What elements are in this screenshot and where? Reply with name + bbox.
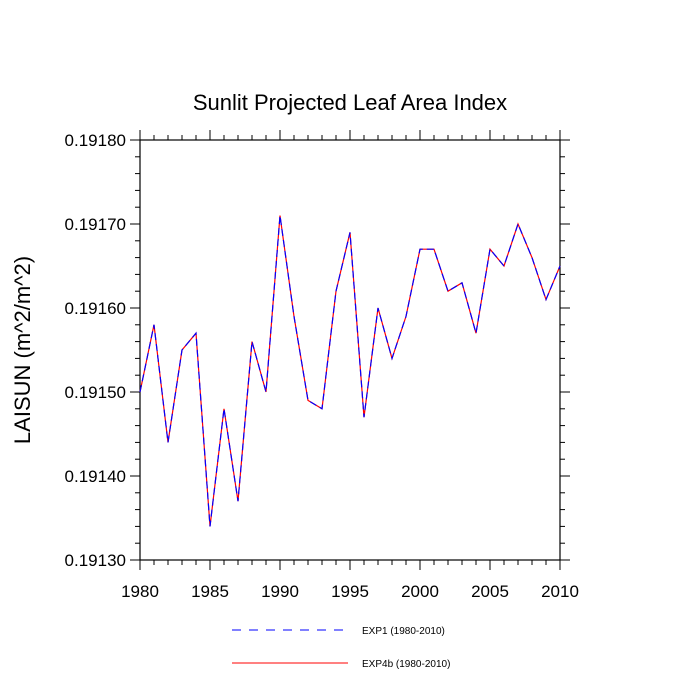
x-tick-label: 1985 <box>191 582 229 601</box>
series-line-1 <box>139 215 561 527</box>
legend: EXP1 (1980-2010) EXP4b (1980-2010) <box>232 626 450 670</box>
plot-frame <box>139 139 561 561</box>
x-tick-label: 1995 <box>331 582 369 601</box>
x-tick-label: 1990 <box>261 582 299 601</box>
x-tick-label: 2005 <box>471 582 509 601</box>
y-tick-label: 0.19130 <box>65 551 126 570</box>
y-tick-label: 0.19160 <box>65 299 126 318</box>
legend-label-1: EXP1 (1980-2010) <box>362 626 445 637</box>
chart-title: Sunlit Projected Leaf Area Index <box>193 90 507 115</box>
legend-label-2: EXP4b (1980-2010) <box>362 659 450 670</box>
y-axis-label: LAISUN (m^2/m^2) <box>10 256 35 444</box>
x-tick-label: 2000 <box>401 582 439 601</box>
series-lines <box>139 215 561 527</box>
x-axis-ticks: 1980 1985 1990 1995 2000 2005 2010 <box>121 130 579 601</box>
y-tick-label: 0.19180 <box>65 131 126 150</box>
y-tick-label: 0.19140 <box>65 467 126 486</box>
x-tick-label: 2010 <box>541 582 579 601</box>
y-axis-ticks: 0.19130 0.19140 0.19150 0.19160 0.19170 0.191… <box>65 131 570 570</box>
series-line-2 <box>139 215 561 527</box>
x-tick-label: 1980 <box>121 582 159 601</box>
y-tick-label: 0.19150 <box>65 383 126 402</box>
y-tick-label: 0.19170 <box>65 215 126 234</box>
